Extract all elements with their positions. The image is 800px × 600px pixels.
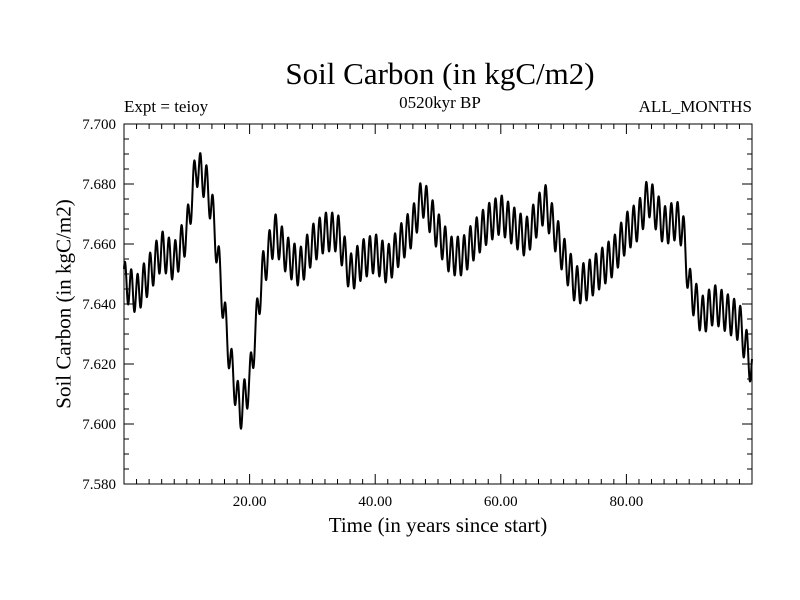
y-tick-label: 7.660 bbox=[82, 237, 116, 253]
y-tick-label: 7.680 bbox=[82, 177, 116, 193]
axis-tick-labels: 20.00 40.00 60.00 80.00 7.580 7.600 7.620 7.640… bbox=[82, 117, 643, 510]
months-label: ALL_MONTHS bbox=[638, 97, 752, 116]
y-tick-label: 7.620 bbox=[82, 357, 116, 373]
x-tick-label: 40.00 bbox=[358, 494, 392, 510]
y-tick-label: 7.640 bbox=[82, 297, 116, 313]
series-line-soil-carbon bbox=[123, 152, 753, 430]
period-label: 0520kyr BP bbox=[399, 93, 481, 112]
y-axis-label: Soil Carbon (in kgC/m2) bbox=[51, 199, 76, 409]
experiment-label: Expt = teioy bbox=[124, 97, 209, 116]
x-tick-label: 60.00 bbox=[484, 494, 518, 510]
x-axis-label: Time (in years since start) bbox=[328, 513, 548, 537]
y-tick-label: 7.600 bbox=[82, 417, 116, 433]
axis-ticks bbox=[123, 123, 753, 485]
x-tick-label: 80.00 bbox=[610, 494, 644, 510]
plot-frame bbox=[123, 123, 753, 485]
chart-title: Soil Carbon (in kgC/m2) bbox=[285, 56, 595, 91]
y-tick-label: 7.580 bbox=[82, 477, 116, 493]
x-tick-label: 20.00 bbox=[233, 494, 267, 510]
y-tick-label: 7.700 bbox=[82, 117, 116, 133]
